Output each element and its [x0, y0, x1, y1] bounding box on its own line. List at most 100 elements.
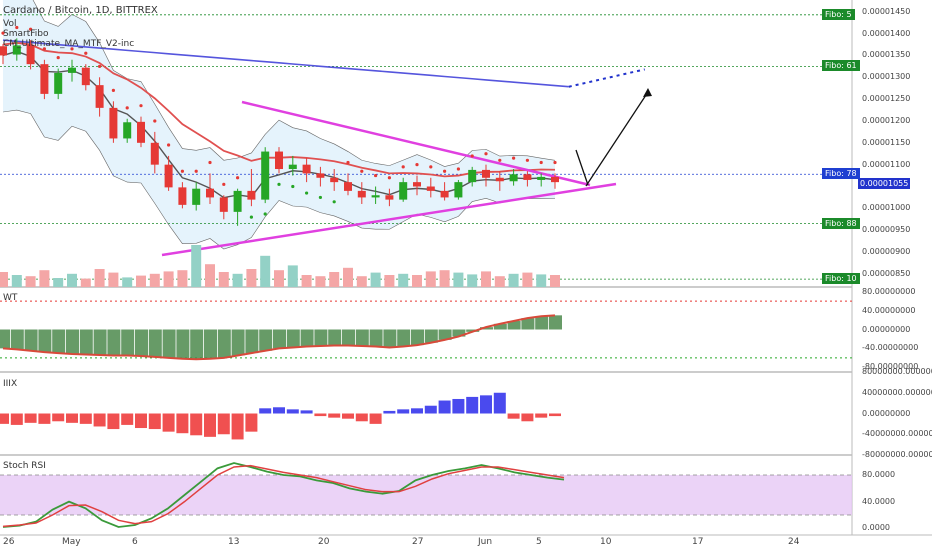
- iiix-bar-34: [466, 396, 479, 414]
- iiix-bar-24: [328, 413, 341, 418]
- iiix-bar-12: [162, 413, 175, 432]
- sar-dot-31: [429, 165, 433, 169]
- date-label-6: Jun: [478, 537, 493, 547]
- volume-bar-30: [412, 275, 422, 287]
- projection-arrow-up: [585, 91, 649, 187]
- volume-bar-8: [108, 272, 119, 287]
- iiix-bar-21: [286, 409, 299, 414]
- wt-bar-1: [10, 329, 24, 350]
- sar-dot-24: [332, 200, 336, 204]
- wt-bar-17: [231, 329, 245, 356]
- volume-bar-3: [39, 270, 50, 287]
- volume-bar-31: [425, 271, 436, 287]
- sar-dot-27: [374, 173, 378, 178]
- date-label-5: 27: [412, 537, 424, 547]
- wt-bar-9: [121, 329, 135, 356]
- wt-bar-26: [355, 329, 369, 347]
- wt-bar-35: [480, 327, 493, 330]
- iiix-bar-36: [493, 392, 506, 414]
- iiix-bar-13: [176, 413, 189, 434]
- price-axis-label-2: 0.00001350: [862, 50, 911, 60]
- sar-dot-22: [305, 191, 309, 195]
- iiix-bar-27: [369, 413, 382, 424]
- sar-dot-13: [180, 169, 184, 173]
- iiix-bar-39: [535, 413, 548, 418]
- iiix-bar-26: [355, 413, 368, 422]
- iiix-bar-18: [245, 413, 258, 432]
- candle-body-9: [123, 122, 132, 139]
- candle-body-26: [357, 190, 366, 198]
- volume-bar-26: [356, 276, 367, 287]
- sar-dot-32: [443, 169, 447, 173]
- bollinger-upper: [32, 0, 556, 167]
- iiix-bar-28: [383, 410, 396, 414]
- price-axis-label-1: 0.00001400: [862, 28, 911, 38]
- candle-body-37: [509, 174, 518, 182]
- candle-body-35: [482, 169, 490, 178]
- wt-bar-23: [314, 329, 328, 347]
- candle-body-27: [371, 195, 380, 198]
- wt-bar-40: [549, 315, 562, 330]
- iiix-bar-14: [190, 413, 203, 436]
- candle-body-3: [40, 64, 49, 94]
- candle-body-21: [288, 164, 297, 170]
- volume-bar-39: [536, 274, 547, 287]
- volume-bar-32: [439, 270, 450, 287]
- volume-bar-33: [453, 272, 464, 287]
- wt-bar-4: [52, 329, 66, 354]
- iiix-bar-5: [66, 413, 78, 423]
- candle-body-40: [551, 176, 559, 183]
- sar-dot-35: [484, 152, 488, 156]
- volume-bar-7: [94, 269, 105, 287]
- iiix-bar-7: [93, 413, 106, 427]
- wt-pane-label: WT: [3, 293, 18, 303]
- price-axis-label-4: 0.00001250: [862, 94, 911, 104]
- wt-bar-29: [397, 329, 411, 347]
- wt-bar-16: [217, 329, 231, 358]
- candle-body-22: [302, 164, 311, 174]
- candle-body-36: [495, 177, 504, 182]
- volume-bar-36: [494, 276, 505, 287]
- sar-dot-39: [539, 160, 543, 165]
- sar-dot-3: [42, 47, 47, 51]
- wt-bar-10: [135, 329, 148, 356]
- iiix-bar-4: [52, 413, 65, 422]
- iiix-bar-0: [0, 413, 9, 424]
- iiix-bar-32: [438, 400, 451, 414]
- date-label-3: 13: [228, 537, 240, 547]
- price-axis-label-0: 0.00001450: [862, 6, 911, 16]
- volume-bar-6: [80, 278, 91, 287]
- sar-dot-4: [56, 56, 60, 60]
- wt-bar-27: [369, 329, 383, 347]
- fibo-tag-3: Fibo: 88: [822, 217, 860, 229]
- candle-body-12: [164, 164, 173, 188]
- iiix-bar-8: [107, 413, 120, 430]
- stoch-axis-label-0: 80.0000: [862, 470, 896, 479]
- iiix-bar-25: [342, 413, 354, 419]
- iiix-bar-20: [273, 407, 285, 414]
- price-axis-label-10: 0.00000950: [862, 225, 911, 235]
- price-axis-label-6: 0.00001150: [862, 137, 911, 147]
- iiix-bar-38: [521, 413, 534, 422]
- iiix-bar-16: [217, 413, 230, 435]
- candle-body-28: [385, 195, 394, 200]
- wt-axis-label-2: 0.00000000: [862, 324, 911, 334]
- wt-bar-28: [383, 329, 397, 348]
- iiix-bar-17: [231, 413, 244, 440]
- ma-projection-dotted: [568, 68, 645, 88]
- sar-dot-30: [415, 163, 419, 167]
- candle-body-15: [206, 188, 214, 198]
- sar-dot-25: [346, 160, 350, 165]
- iiix-bar-29: [397, 409, 410, 414]
- current-price-tag: 0.00001055: [858, 178, 911, 190]
- iiix-axis-label-0: 80000000.00000000: [862, 367, 932, 376]
- sar-dot-16: [222, 182, 226, 186]
- iiix-bar-35: [480, 395, 492, 414]
- volume-bar-24: [329, 272, 340, 287]
- sar-dot-33: [456, 167, 460, 171]
- sar-dot-5: [70, 47, 74, 51]
- wt-bar-21: [286, 329, 300, 348]
- wt-axis-label-1: 40.00000000: [862, 305, 916, 315]
